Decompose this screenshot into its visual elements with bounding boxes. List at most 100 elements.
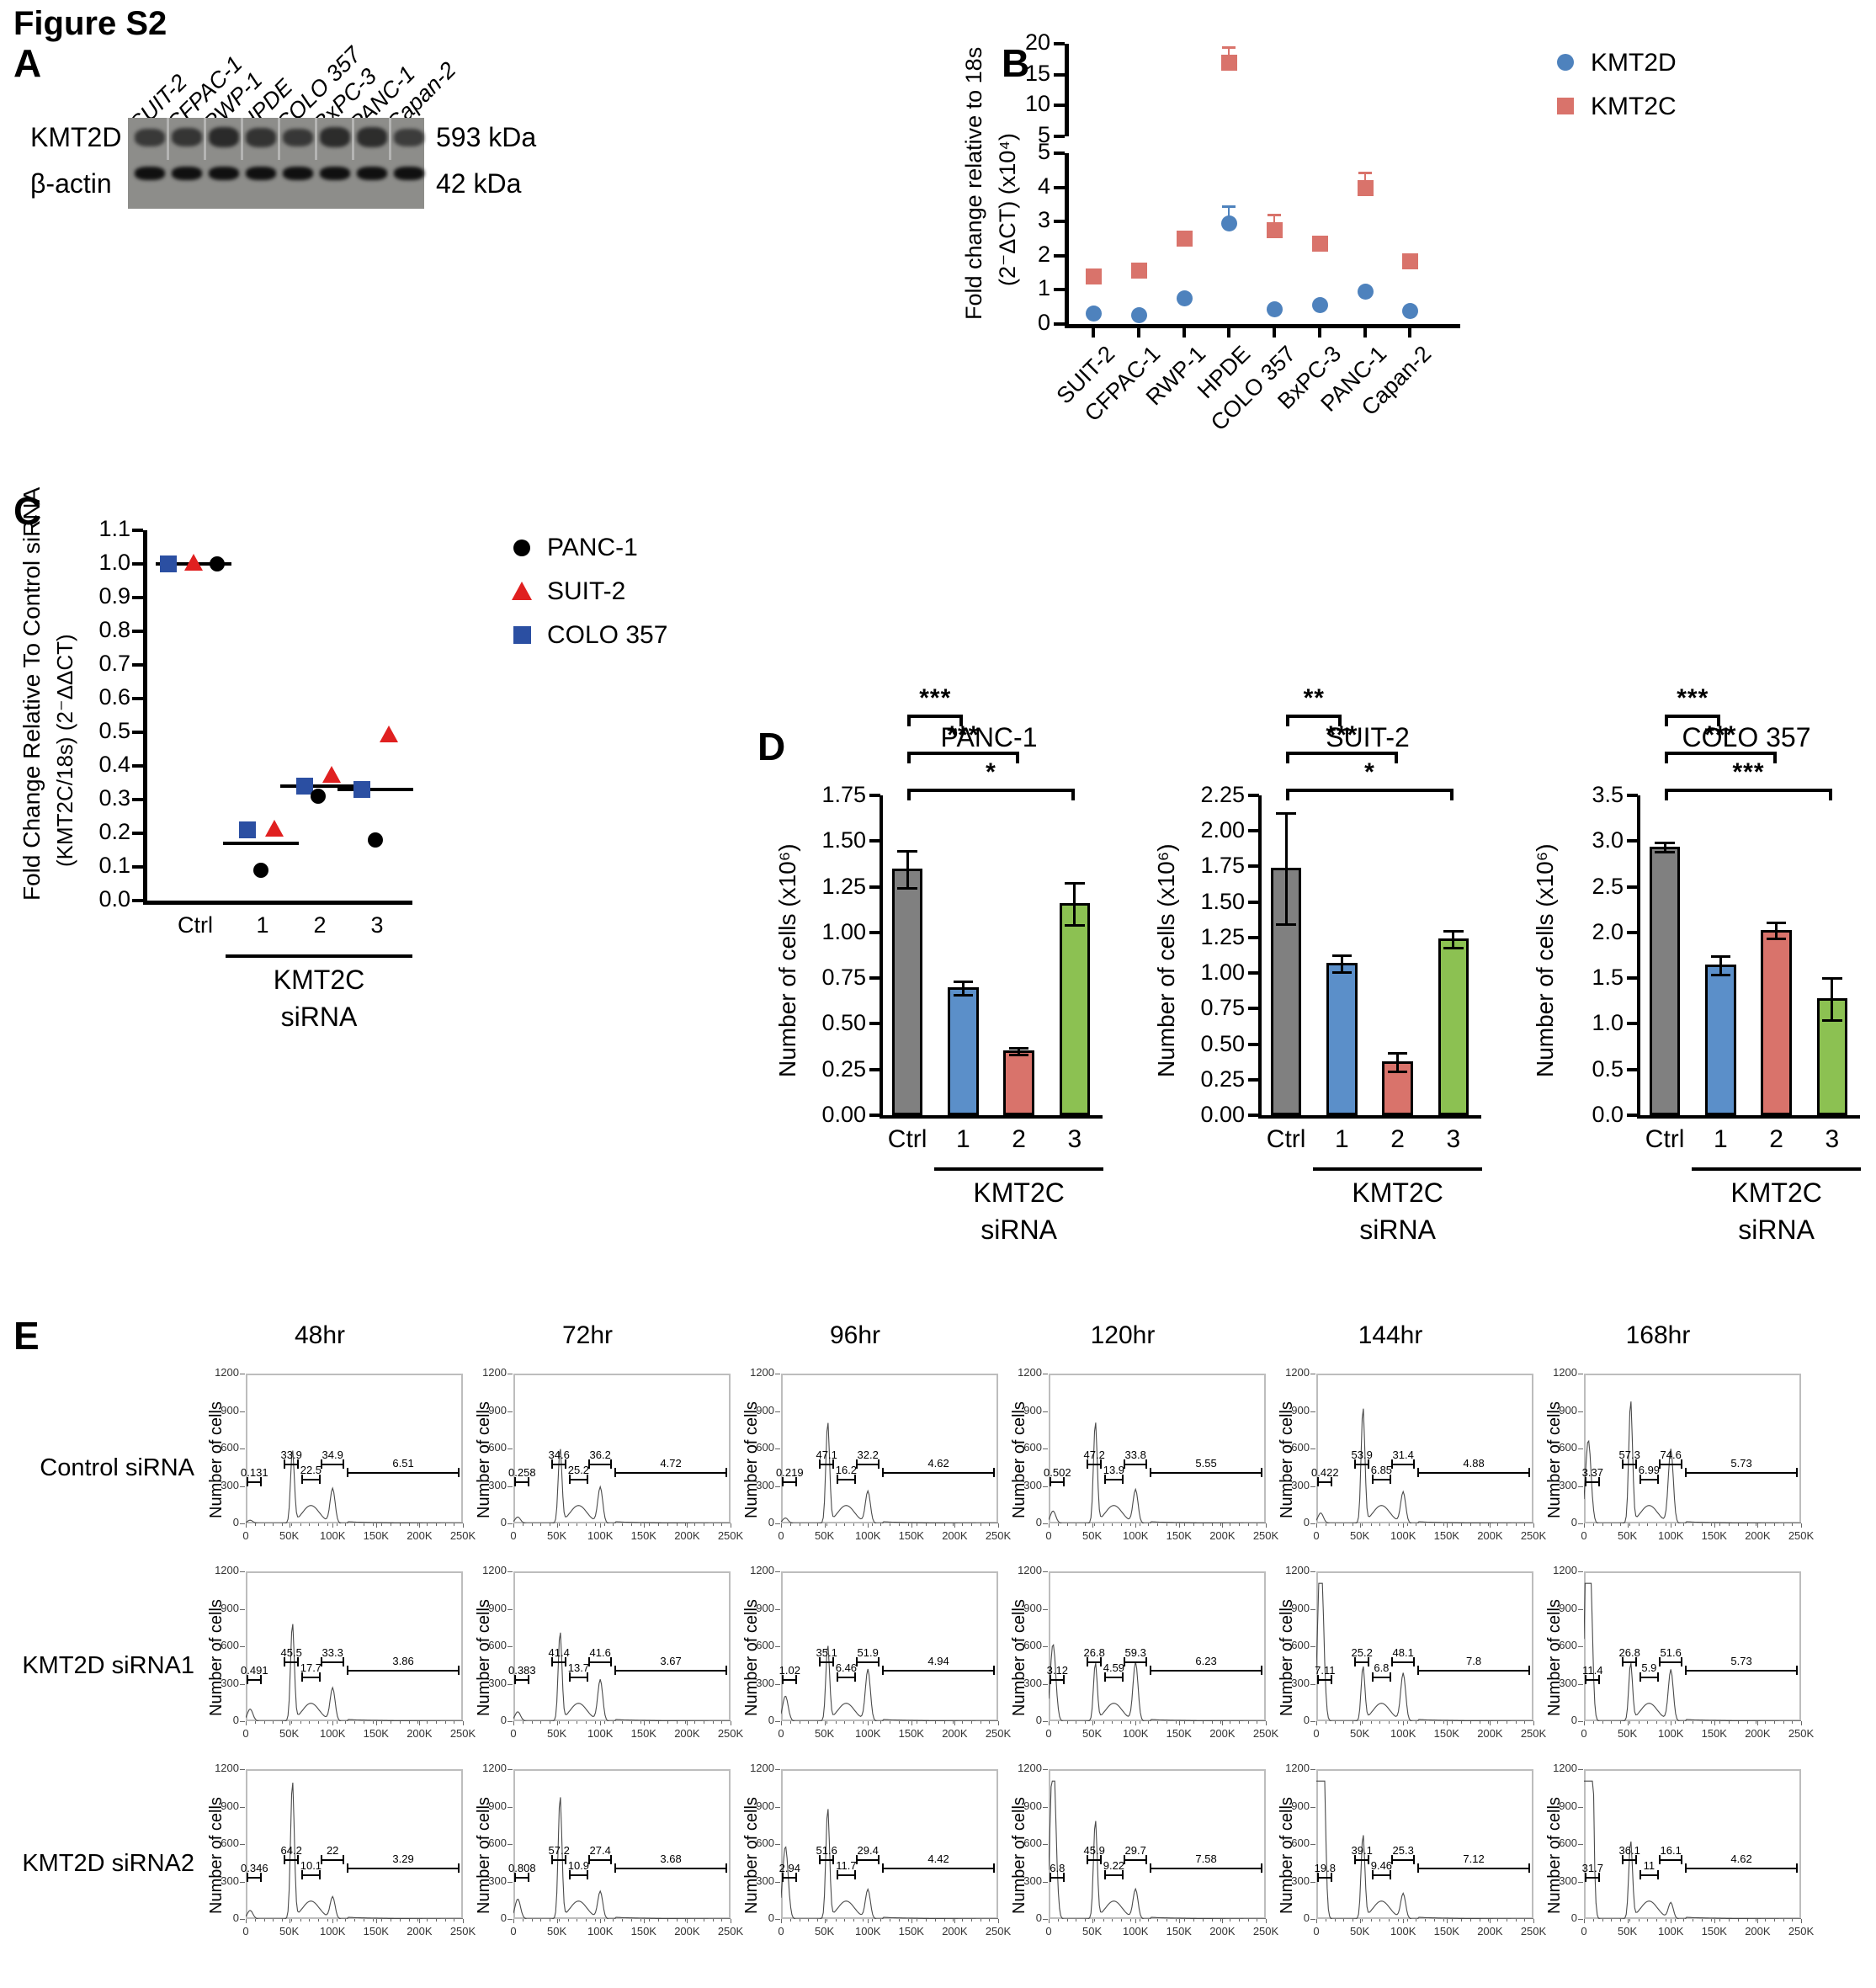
panel-e-xtick-minor-0-3-1	[1057, 1523, 1059, 1526]
panel-e-gate-label-2-2-1: 51.6	[816, 1843, 837, 1857]
panel-e-gate-line-2-1-4	[614, 1868, 728, 1870]
panel-e-gate-line-1-1-1	[551, 1661, 567, 1663]
panel-e-xtick-minor-2-3-1	[1057, 1919, 1059, 1922]
panel-e-xtick-label-0-3-5: 250K	[1252, 1529, 1279, 1542]
panel-d-yaxis-2	[1637, 795, 1640, 1119]
panel-e-gate-cap-2-4-0b	[1331, 1873, 1333, 1883]
panel-d-ytick-label-2-0: 0.0	[1592, 1102, 1624, 1127]
panel-e-gate-label-2-4-1: 39.1	[1351, 1843, 1373, 1857]
panel-e-xtick-2-4-2	[1403, 1919, 1405, 1923]
panel-e-xtick-label-2-1-2: 100K	[587, 1925, 614, 1938]
panel-e-gate-cap-1-4-1b	[1368, 1656, 1370, 1666]
panel-e-gate-cap-2-1-2a	[568, 1869, 571, 1879]
panel-e-xtick-label-1-0-2: 100K	[320, 1727, 346, 1740]
panel-e-ytick-label-2-3-0: 1200	[1018, 1762, 1042, 1774]
panel-e-xtick-minor-1-4-13	[1433, 1721, 1435, 1724]
panel-e-xtick-minor-2-5-0	[1584, 1919, 1585, 1922]
panel-e-gate-cap-2-2-1a	[819, 1854, 821, 1864]
panel-e-xtick-0-2-3	[911, 1523, 912, 1528]
panel-e-gate-label-1-1-0: 0.383	[508, 1664, 536, 1677]
panel-e-gate-cap-2-5-3a	[1659, 1854, 1661, 1864]
panel-e-xtick-minor-1-3-6	[1103, 1721, 1104, 1724]
panel-e-gate-line-1-2-3	[856, 1661, 880, 1663]
panel-e-gate-cap-2-0-2b	[319, 1869, 321, 1879]
panel-e-gate-line-0-3-3	[1124, 1463, 1148, 1465]
panel-e-gate-cap-0-2-3a	[856, 1459, 858, 1469]
panel-e-ytick-label-2-5-4: 0	[1570, 1911, 1577, 1924]
panel-e-gate-cap-1-3-4b	[1261, 1666, 1263, 1676]
panel-d-ytick-label-1-8: 2.00	[1200, 817, 1245, 843]
panel-e-gate-cap-0-4-3a	[1391, 1459, 1393, 1469]
panel-e-gate-cap-2-3-4a	[1149, 1863, 1151, 1874]
panel-e-ylabel-2-0: Number of cells	[207, 1797, 226, 1914]
panel-e-gate-cap-2-3-0a	[1050, 1873, 1052, 1883]
panel-b-errorbar	[1228, 47, 1230, 57]
panel-e-xtick-1-0-4	[419, 1721, 421, 1725]
panel-d-ytick-1	[1248, 900, 1259, 904]
panel-d-xtick-label-0-3: 3	[1067, 1125, 1082, 1153]
panel-d-sig-bracket-0-1	[907, 752, 1019, 763]
panel-c-ytick-label: 0.7	[98, 651, 130, 676]
panel-e-xtick-label-2-3-0: 0	[1045, 1925, 1052, 1938]
panel-e-ytick-label-0-0-2: 600	[221, 1441, 239, 1454]
panel-e-ytick-1-3-0	[1043, 1571, 1048, 1572]
panel-e-ylabel-2-3: Number of cells	[1010, 1797, 1028, 1914]
panel-e-xtick-minor-2-5-10	[1674, 1919, 1676, 1922]
panel-e-xtick-minor-1-0-14	[372, 1721, 374, 1724]
panel-e-gate-label-0-4-1: 53.9	[1351, 1448, 1373, 1461]
panel-e-xtick-minor-0-3-6	[1103, 1523, 1104, 1526]
panel-d-errorbar-1-1	[1340, 954, 1343, 972]
panel-e-ytick-label-2-5-2: 600	[1559, 1837, 1577, 1849]
panel-e-ytick-label-2-5-3: 300	[1559, 1874, 1577, 1887]
panel-e-xtick-label-1-0-5: 250K	[449, 1727, 476, 1740]
panel-d-ytick-0	[869, 839, 880, 843]
panel-e-ytick-0-0-1	[240, 1411, 245, 1412]
panel-e-xtick-minor-0-2-3	[808, 1523, 810, 1526]
panel-c-point-suit-2	[322, 766, 341, 783]
panel-e-ytick-2-0-3	[240, 1881, 245, 1883]
panel-e-gate-label-2-2-4: 4.42	[927, 1852, 949, 1866]
panel-e-xtick-minor-2-2-17	[934, 1919, 936, 1922]
panel-e-ytick-1-0-4	[240, 1721, 245, 1722]
panel-e-ytick-0-2-2	[775, 1448, 780, 1449]
panel-e-histogram-0-0	[246, 1450, 463, 1523]
panel-e-xtick-minor-2-4-22	[1515, 1919, 1517, 1922]
panel-e-xtick-minor-0-1-19	[685, 1523, 687, 1526]
panel-e-xtick-minor-0-4-9	[1397, 1523, 1399, 1526]
panel-e-xtick-minor-0-3-21	[1238, 1523, 1240, 1526]
panel-a-band	[357, 127, 387, 148]
panel-e-xtick-minor-1-0-2	[263, 1721, 265, 1724]
panel-e-gate-cap-0-5-2a	[1639, 1474, 1641, 1484]
panel-d-group-label2-2: siRNA	[1738, 1215, 1815, 1245]
panel-e-xtick-minor-1-3-2	[1066, 1721, 1068, 1724]
panel-d-errorbar-1-2	[1396, 1051, 1400, 1071]
panel-e-xtick-minor-1-3-21	[1238, 1721, 1240, 1724]
panel-e-gate-line-1-5-3	[1659, 1661, 1683, 1663]
panel-e-xtick-minor-2-2-11	[880, 1919, 882, 1922]
panel-d-group-label2-0: siRNA	[981, 1215, 1057, 1245]
panel-e-xtick-0-3-1	[1092, 1523, 1093, 1528]
panel-e-gate-cap-2-3-2b	[1122, 1869, 1124, 1879]
panel-e-ytick-1-5-2	[1578, 1646, 1583, 1647]
panel-e-xtick-2-4-3	[1446, 1919, 1448, 1923]
panel-e-xtick-1-4-1	[1359, 1721, 1361, 1725]
panel-e-xtick-minor-2-5-3	[1611, 1919, 1613, 1922]
panel-e-gate-line-1-1-4	[614, 1670, 728, 1672]
panel-e-ytick-label-1-0-3: 300	[221, 1676, 239, 1689]
panel-d-xtick-label-1-1: 1	[1335, 1125, 1349, 1153]
panel-e-gate-cap-2-0-3b	[343, 1854, 345, 1864]
panel-e-gate-line-0-4-3	[1391, 1463, 1416, 1465]
panel-e-gate-label-0-4-2: 6.85	[1370, 1463, 1393, 1476]
panel-e-ylabel-1-2: Number of cells	[742, 1599, 761, 1716]
panel-e-xtick-label-1-2-4: 200K	[942, 1727, 968, 1740]
panel-e-xtick-label-2-2-1: 50K	[815, 1925, 835, 1938]
panel-e-xtick-minor-0-2-21	[970, 1523, 972, 1526]
panel-e-ytick-1-4-1	[1310, 1608, 1315, 1610]
panel-e-gate-line-1-0-3	[321, 1661, 345, 1663]
panel-e-col-title-0: 48hr	[294, 1321, 346, 1349]
panel-e-xtick-1-1-2	[600, 1721, 602, 1725]
panel-e-gate-cap-1-5-3b	[1681, 1656, 1683, 1666]
panel-e-ytick-label-2-0-1: 900	[221, 1799, 239, 1812]
panel-e-gate-cap-1-0-4b	[458, 1666, 460, 1676]
panel-d-errorcap-bot-1-3	[1443, 946, 1464, 949]
